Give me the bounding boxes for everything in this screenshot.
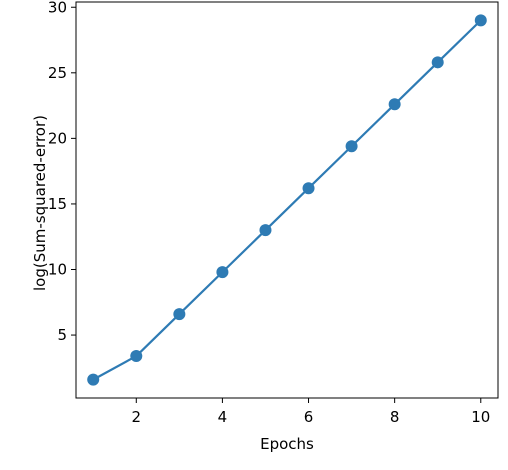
data-point <box>431 56 444 69</box>
data-point <box>259 224 272 237</box>
data-point <box>87 373 100 386</box>
data-point <box>388 98 401 111</box>
x-tick-label: 10 <box>471 408 490 426</box>
y-tick-label: 20 <box>48 129 67 147</box>
x-tick-label: 8 <box>390 408 400 426</box>
x-tick-label: 4 <box>218 408 228 426</box>
data-point <box>130 350 143 363</box>
data-point <box>173 308 186 321</box>
y-tick-label: 10 <box>48 260 67 278</box>
series-line <box>92 19 482 381</box>
x-tick-label: 6 <box>304 408 314 426</box>
y-axis-title: log(Sum-squared-error) <box>31 115 49 291</box>
x-axis-title: Epochs <box>260 435 314 453</box>
data-point <box>216 266 229 279</box>
plot-frame <box>75 1 499 399</box>
data-point <box>345 140 358 153</box>
y-tick-label: 25 <box>48 64 67 82</box>
y-tick-label: 30 <box>48 0 67 16</box>
y-tick-label: 15 <box>48 195 67 213</box>
y-tick-label: 5 <box>57 326 67 344</box>
data-point <box>302 182 315 195</box>
data-point <box>474 14 487 27</box>
x-tick-label: 2 <box>132 408 142 426</box>
